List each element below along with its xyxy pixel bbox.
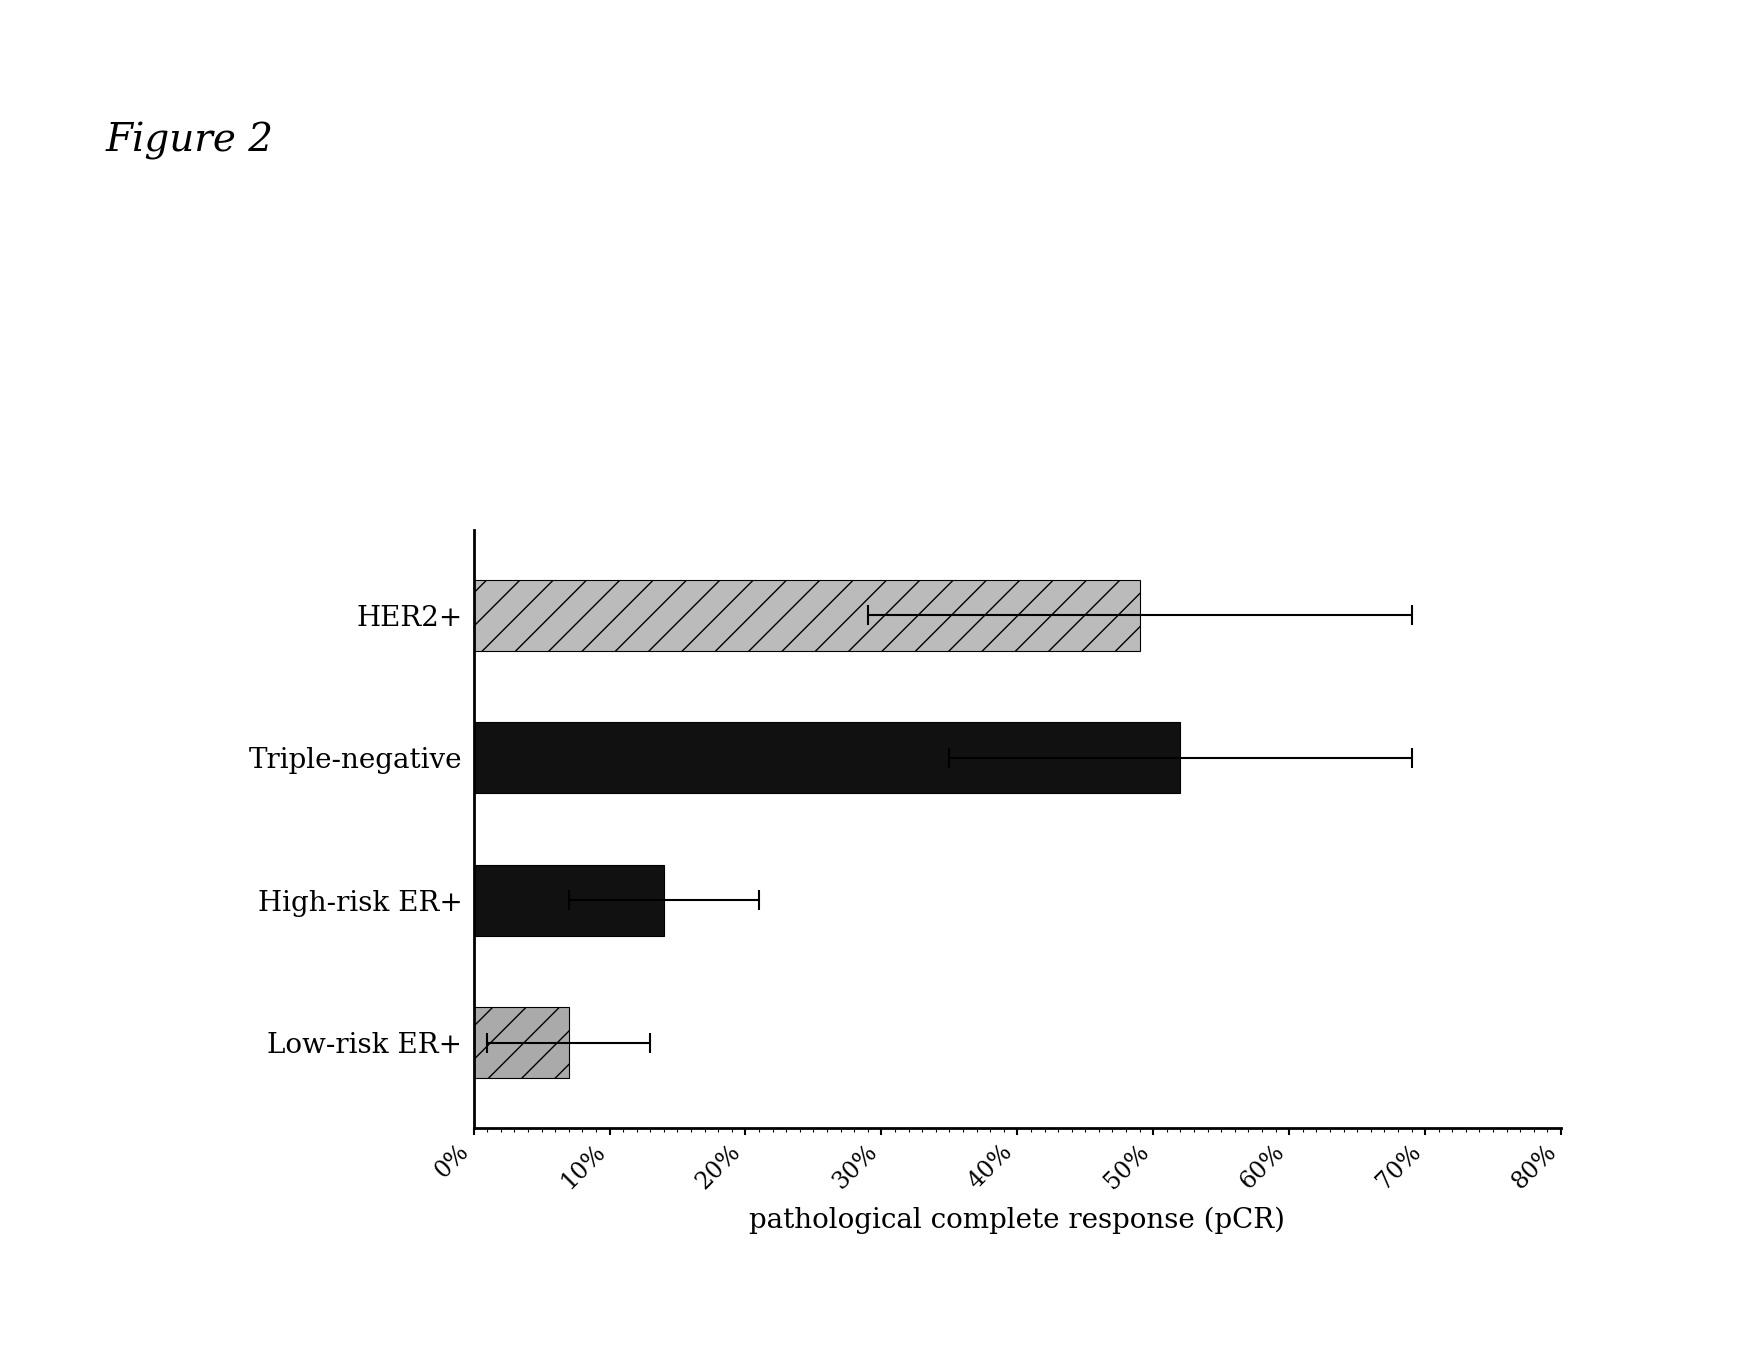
Bar <box>474 722 1180 794</box>
X-axis label: pathological complete response (pCR): pathological complete response (pCR) <box>749 1207 1286 1234</box>
Bar <box>474 580 1140 651</box>
Bar <box>474 1007 568 1078</box>
Text: Figure 2: Figure 2 <box>105 122 274 160</box>
Bar <box>474 864 663 936</box>
